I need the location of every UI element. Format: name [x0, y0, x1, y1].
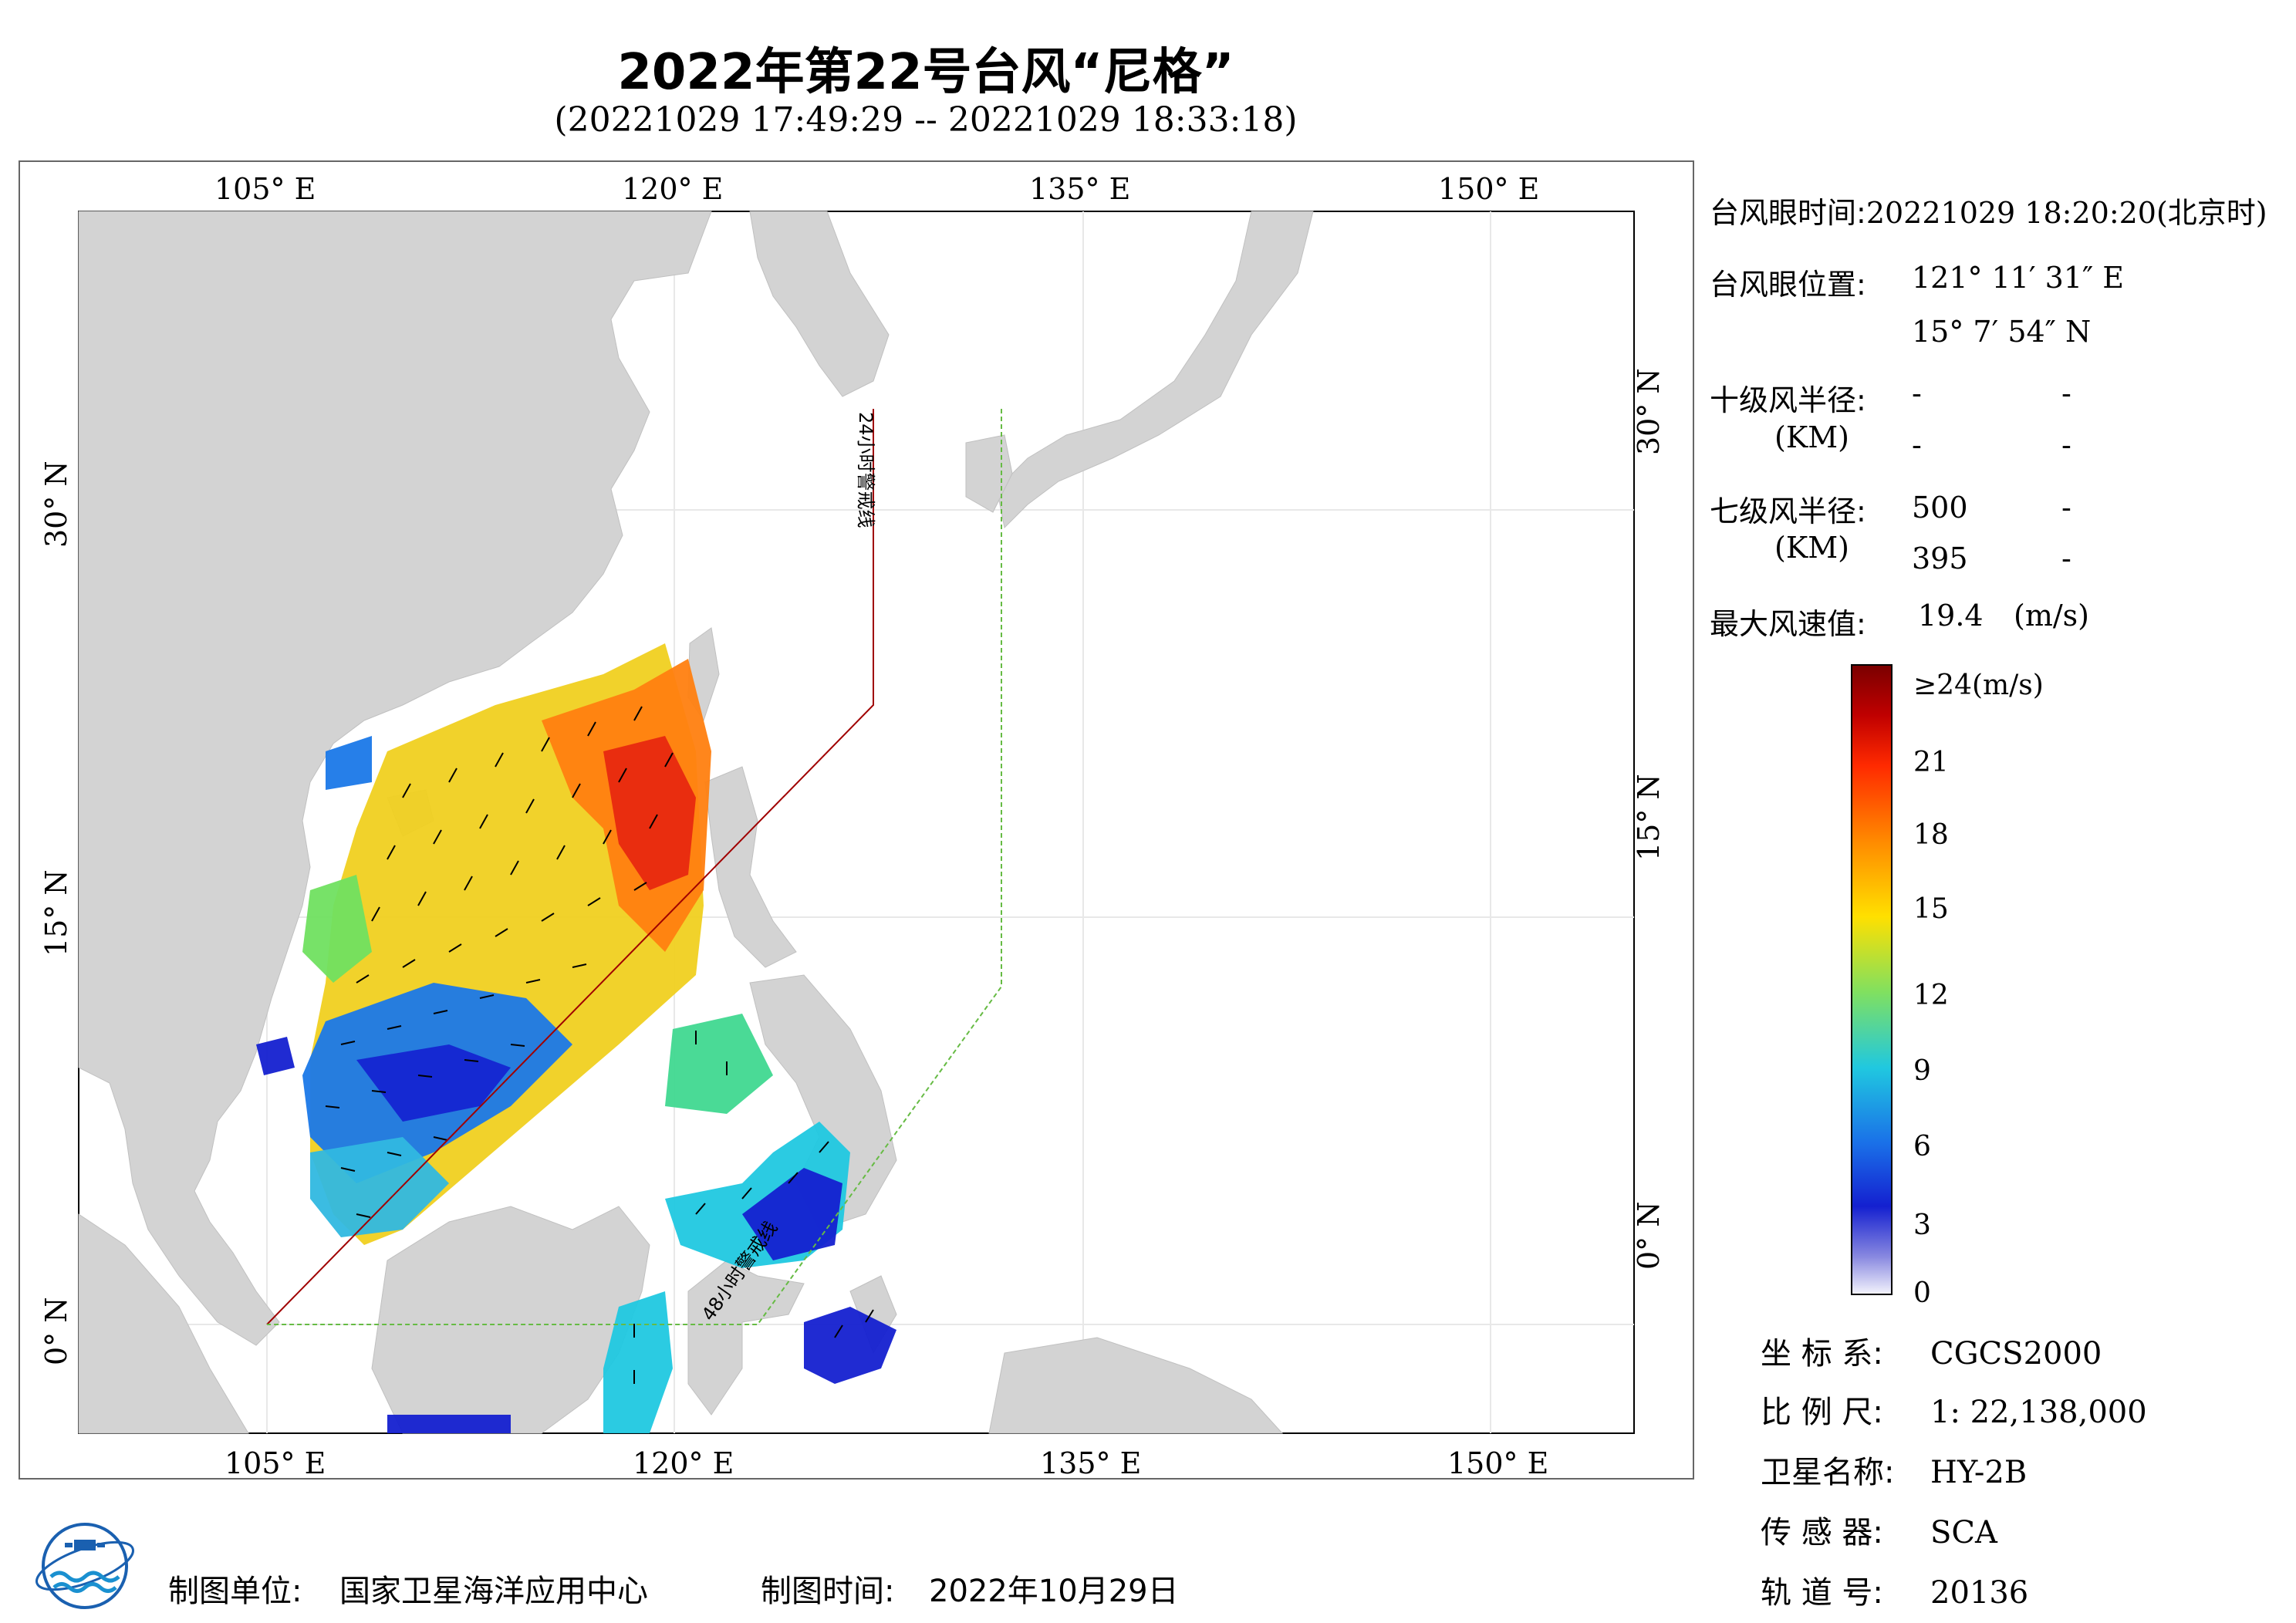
eye-pos-label: 台风眼位置:	[1710, 268, 1866, 302]
sat-label: 卫星名称:	[1761, 1455, 1895, 1490]
r10-label: 十级风半径:	[1710, 383, 1866, 417]
warning-line-48h	[267, 409, 1002, 1325]
colorbar	[1851, 664, 1893, 1295]
orbit-label: 轨 道 号:	[1761, 1575, 1883, 1611]
r10-value-1: -	[1912, 376, 1922, 410]
r7-km-label: (KM)	[1774, 531, 1849, 565]
colorbar-label-21: 21	[1913, 747, 1949, 778]
colorbar-label-9: 9	[1913, 1055, 1931, 1087]
land-japan	[996, 211, 1314, 529]
map-frame: 24小时警戒线 48小时警戒线 105° E 120° E 135° E 150…	[19, 160, 1694, 1480]
max-wind-unit: (m/s)	[2014, 599, 2089, 633]
land-korea	[749, 211, 890, 397]
sensor-label: 传 感 器:	[1761, 1515, 1883, 1550]
chart-title: 2022年第22号台风“尼格”	[617, 44, 1234, 101]
r10-value-3: -	[1912, 428, 1922, 462]
lon-label-top-150: 150° E	[1438, 172, 1539, 206]
eye-time-value: 20221029 18:20:20(北京时)	[1866, 196, 2267, 230]
eye-pos-row: 台风眼位置:	[1710, 261, 1866, 303]
r7-label: 七级风半径:	[1710, 494, 1866, 528]
max-wind-value: 19.4	[1918, 599, 1984, 633]
globe-wave-logo-icon	[35, 1523, 134, 1609]
land-new-guinea	[988, 1337, 1284, 1434]
wind-field	[256, 643, 896, 1433]
land-sumatra	[78, 1213, 249, 1434]
date-value: 2022年10月29日	[929, 1574, 1179, 1609]
eye-lon: 121° 11′ 31″ E	[1912, 261, 2125, 295]
lat-label-left-30: 30° N	[39, 461, 73, 548]
orbit-row: 轨 道 号: 20136	[1761, 1567, 2028, 1612]
lat-label-right-0: 0° N	[1632, 1201, 1666, 1270]
lon-label-bottom-150: 150° E	[1447, 1446, 1548, 1478]
scale-label: 比 例 尺:	[1761, 1395, 1883, 1430]
r7-value-4: -	[2061, 542, 2071, 575]
scale-row: 比 例 尺: 1: 22,138,000	[1761, 1387, 2147, 1432]
colorbar-label-18: 18	[1913, 819, 1949, 851]
lon-label-top-105: 105° E	[214, 172, 316, 206]
date-label: 制图时间:	[761, 1574, 895, 1609]
org-label: 制图单位:	[168, 1574, 302, 1609]
chart-subtitle: (20221029 17:49:29 -- 20221029 18:33:18)	[554, 100, 1298, 140]
warning-line-24h	[266, 409, 874, 1325]
lon-label-bottom-120: 120° E	[633, 1446, 734, 1478]
sensor-row: 传 感 器: SCA	[1761, 1507, 1997, 1552]
lat-label-right-15: 15° N	[1632, 774, 1666, 861]
crs-row: 坐 标 系: CGCS2000	[1761, 1328, 2102, 1373]
colorbar-label-12: 12	[1913, 980, 1949, 1011]
r7-value-1: 500	[1912, 491, 1968, 525]
sat-row: 卫星名称: HY-2B	[1761, 1447, 2027, 1492]
map-svg[interactable]: 24小时警戒线 48小时警戒线 105° E 120° E 135° E 150…	[20, 162, 1693, 1478]
crs-label: 坐 标 系:	[1761, 1336, 1883, 1372]
eye-time-label: 台风眼时间:	[1710, 196, 1866, 230]
lon-label-bottom-105: 105° E	[225, 1446, 326, 1478]
lon-label-top-120: 120° E	[622, 172, 723, 206]
colorbar-label-24: ≥24(m/s)	[1913, 670, 2044, 701]
r10-value-2: -	[2061, 376, 2071, 410]
colorbar-label-15: 15	[1913, 893, 1949, 925]
colorbar-label-3: 3	[1913, 1210, 1931, 1241]
colorbar-label-6: 6	[1913, 1131, 1931, 1162]
r7-value-2: -	[2061, 491, 2071, 525]
warning-line-24h-label: 24小时警戒线	[855, 412, 876, 528]
r10-value-4: -	[2061, 428, 2071, 462]
sensor-value: SCA	[1930, 1515, 1997, 1550]
lat-label-left-0: 0° N	[39, 1297, 73, 1365]
r10-km-label: (KM)	[1774, 420, 1849, 454]
land-asia-mainland	[78, 211, 712, 1346]
lat-label-right-30: 30° N	[1632, 368, 1666, 455]
lat-label-left-15: 15° N	[39, 869, 73, 957]
lon-label-bottom-135: 135° E	[1040, 1446, 1141, 1478]
crs-value: CGCS2000	[1930, 1336, 2102, 1372]
scale-value: 1: 22,138,000	[1930, 1395, 2147, 1430]
land-kyushu	[965, 434, 1013, 513]
r7-value-3: 395	[1912, 542, 1968, 575]
orbit-value: 20136	[1930, 1575, 2029, 1611]
eye-time-row: 台风眼时间:20221029 18:20:20(北京时)	[1710, 189, 2267, 231]
sat-value: HY-2B	[1930, 1455, 2028, 1490]
wind-barbs	[325, 706, 874, 1384]
org-value: 国家卫星海洋应用中心	[339, 1574, 648, 1609]
max-wind-label: 最大风速值:	[1710, 607, 1866, 641]
eye-lat: 15° 7′ 54″ N	[1912, 315, 2092, 349]
lon-label-top-135: 135° E	[1029, 172, 1130, 206]
land-luzon	[704, 766, 797, 968]
colorbar-label-0: 0	[1913, 1277, 1931, 1309]
